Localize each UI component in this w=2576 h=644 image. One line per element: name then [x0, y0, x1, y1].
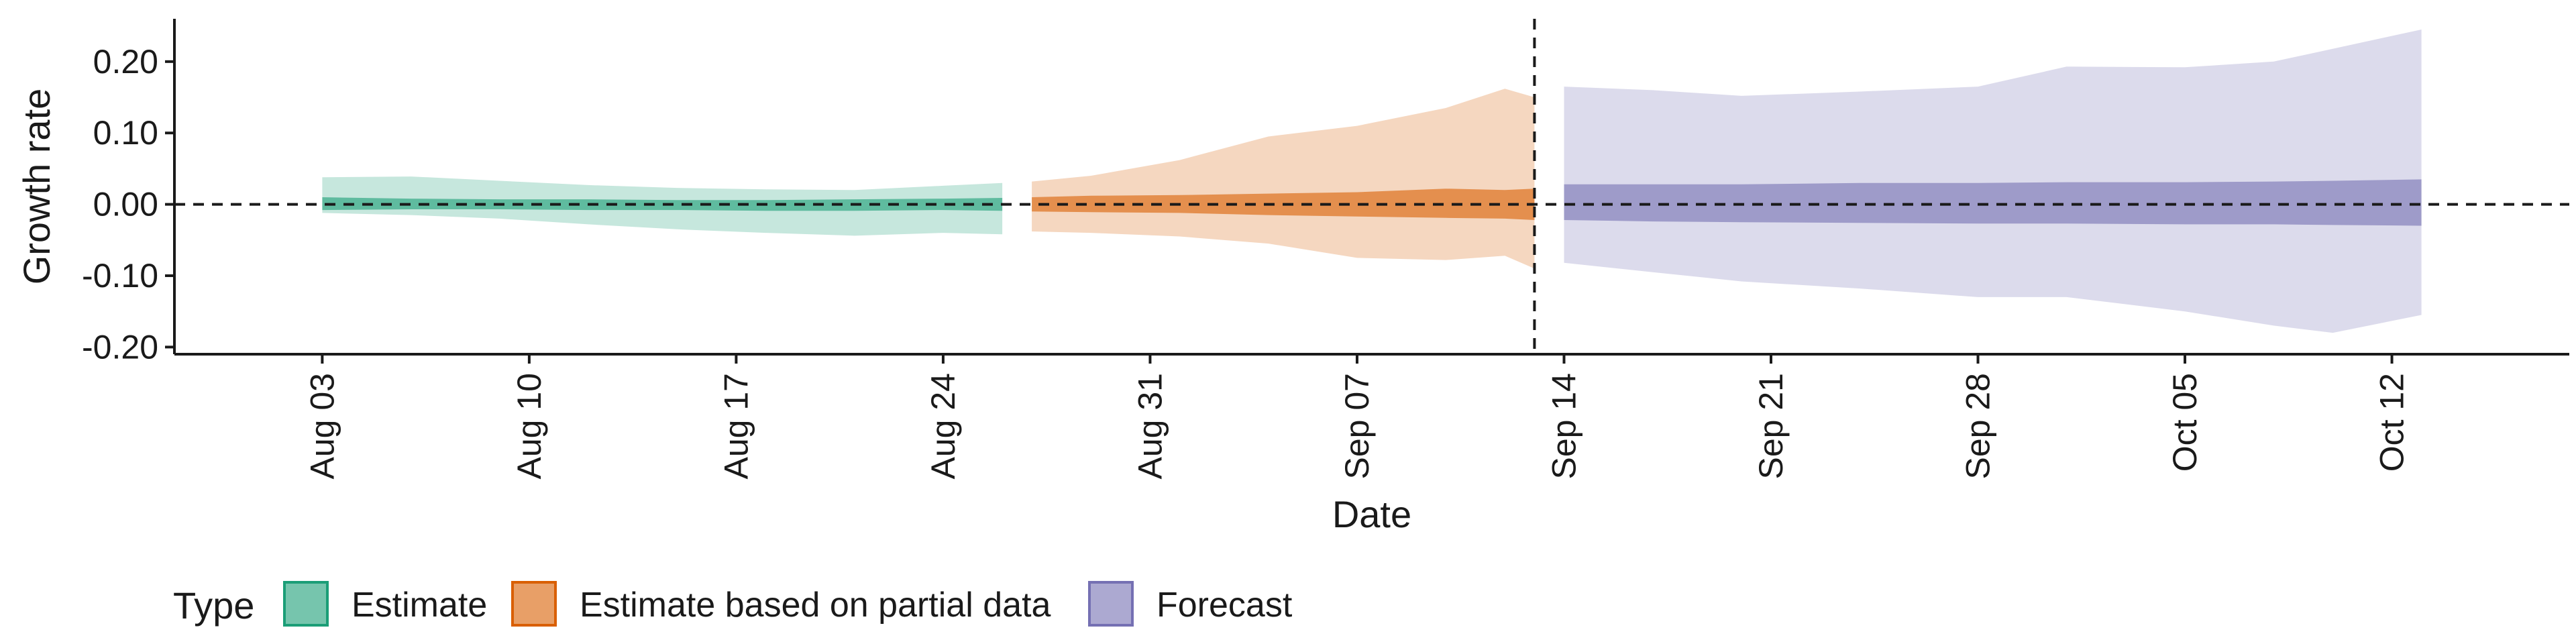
x-tick-label: Aug 17	[717, 373, 755, 479]
x-tick-label: Aug 31	[1131, 373, 1169, 479]
y-tick-label: 0.20	[93, 43, 158, 80]
inner-band-series-0	[322, 197, 1003, 211]
legend-key	[1088, 581, 1134, 627]
x-tick-label: Oct 05	[2166, 373, 2204, 472]
legend-item-2: Forecast	[1088, 581, 1293, 627]
y-axis-ticks: -0.20 -0.10 0.00 0.10 0.20	[82, 43, 174, 366]
x-tick-label: Sep 21	[1752, 373, 1790, 479]
legend-title: Type	[173, 584, 254, 627]
bands-layer	[322, 30, 2422, 333]
legend-item-0: Estimate	[283, 581, 487, 627]
legend-label: Estimate based on partial data	[580, 586, 1051, 625]
legend: Type Estimate Estimate based on partial d…	[173, 581, 1293, 627]
inner-band-series-2	[1564, 179, 2422, 226]
x-tick-label: Sep 07	[1338, 373, 1376, 479]
outer-band-series-1	[1032, 89, 1535, 269]
x-tick-label: Oct 12	[2373, 373, 2411, 472]
outer-band-series-2	[1564, 30, 2422, 333]
y-axis-title: Growth rate	[15, 89, 58, 285]
y-tick-label: 0.00	[93, 186, 158, 223]
x-axis-ticks: Aug 03 Aug 10 Aug 17 Aug 24 Aug 31 Sep 07 Sep …	[303, 354, 2411, 479]
x-tick-label: Aug 03	[303, 373, 341, 479]
y-tick-label: -0.20	[82, 328, 158, 366]
legend-key	[511, 581, 557, 627]
legend-item-1: Estimate based on partial data	[511, 581, 1051, 627]
x-tick-label: Aug 10	[511, 373, 548, 479]
legend-label: Forecast	[1157, 586, 1293, 625]
x-tick-label: Aug 24	[924, 373, 962, 479]
x-axis-title: Date	[1332, 493, 1411, 535]
y-tick-label: 0.10	[93, 114, 158, 152]
legend-label: Estimate	[352, 586, 487, 625]
x-tick-label: Sep 28	[1960, 373, 1997, 479]
x-tick-label: Sep 14	[1545, 373, 1582, 479]
y-tick-label: -0.10	[82, 257, 158, 294]
legend-key	[283, 581, 329, 627]
